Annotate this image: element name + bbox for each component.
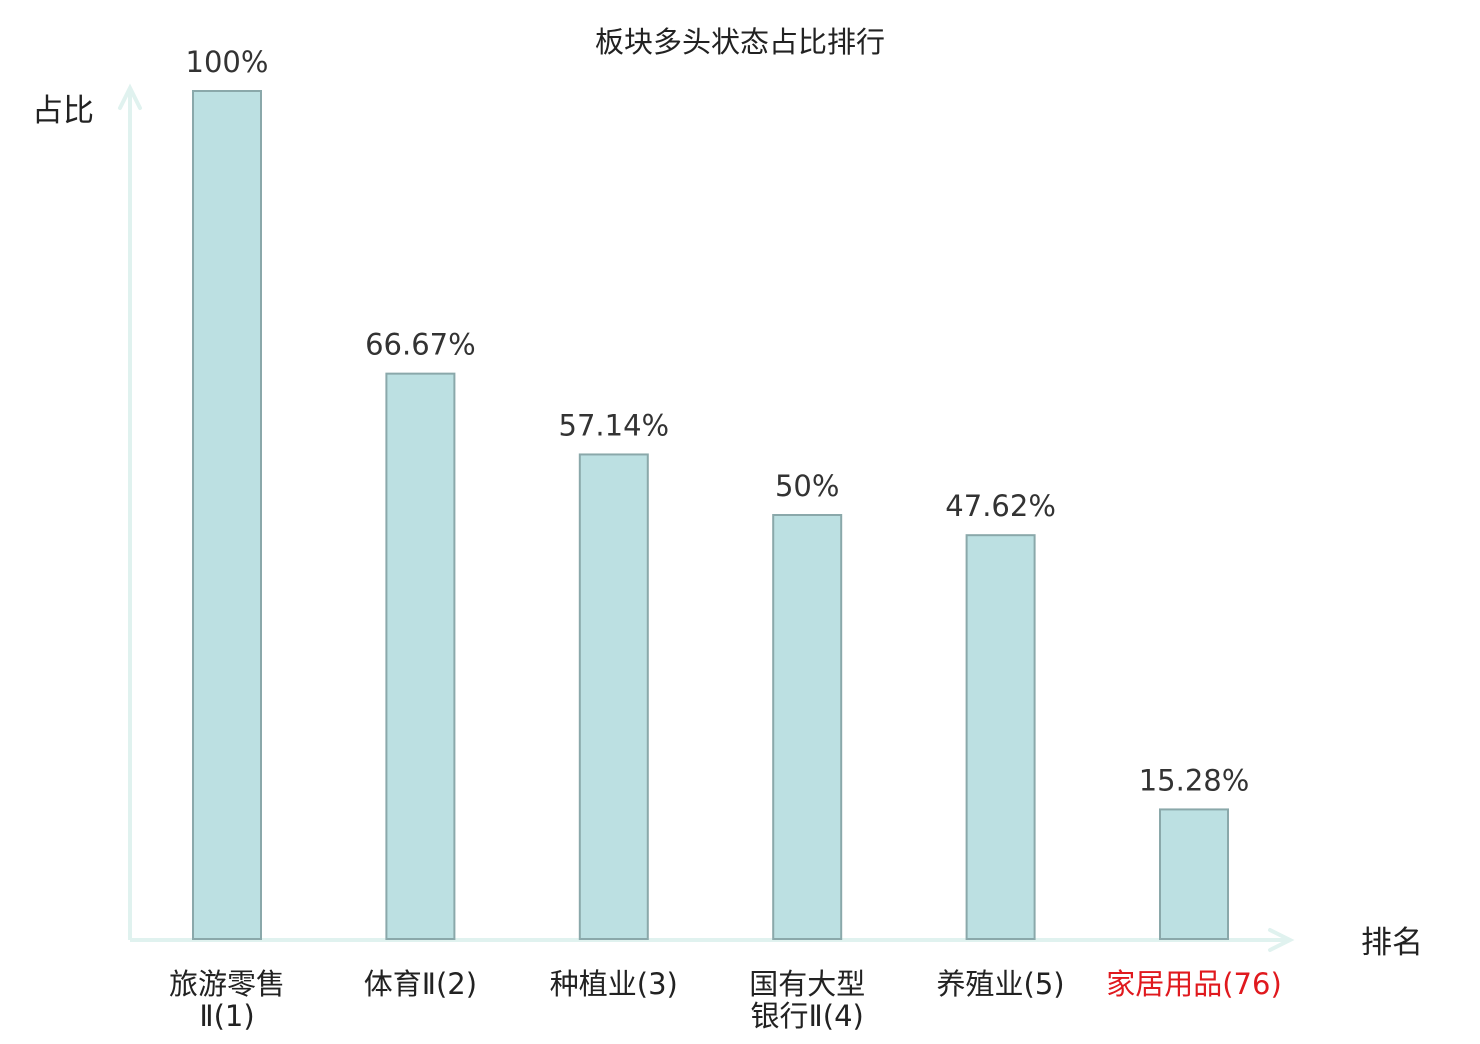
bar [1159, 808, 1229, 940]
bar [385, 372, 456, 940]
bar [578, 453, 649, 940]
x-axis-label: 排名 [1361, 925, 1423, 961]
data-label: 66.67% [365, 328, 476, 362]
data-label: 57.14% [559, 408, 670, 442]
axes [118, 83, 1295, 952]
x-axis-arrow [1268, 928, 1295, 952]
tick-label: 国有大型 [749, 967, 865, 1001]
tick-label: 养殖业(5) [937, 967, 1065, 1001]
tick-label: 家居用品(76) [1106, 967, 1282, 1001]
tick-label: 体育Ⅱ(2) [364, 967, 477, 1001]
data-label: 15.28% [1139, 763, 1250, 797]
y-axis-label: 占比 [32, 93, 94, 129]
bar [965, 534, 1036, 940]
tick-label: 旅游零售 [169, 967, 285, 1001]
value-labels: 100% 66.67% 57.14% 50% 47.62% 15.28% [186, 45, 1250, 797]
data-label: 47.62% [945, 489, 1056, 523]
bars [192, 90, 1229, 940]
tick-label: Ⅱ(1) [199, 999, 254, 1033]
y-axis-arrow [118, 83, 142, 110]
tick-label: 银行Ⅱ(4) [751, 999, 864, 1033]
bar [192, 90, 262, 940]
chart-title: 板块多头状态占比排行 [595, 25, 885, 59]
tick-label: 种植业(3) [550, 967, 678, 1001]
data-label: 100% [186, 45, 269, 79]
data-label: 50% [775, 469, 839, 503]
bar [772, 514, 843, 940]
